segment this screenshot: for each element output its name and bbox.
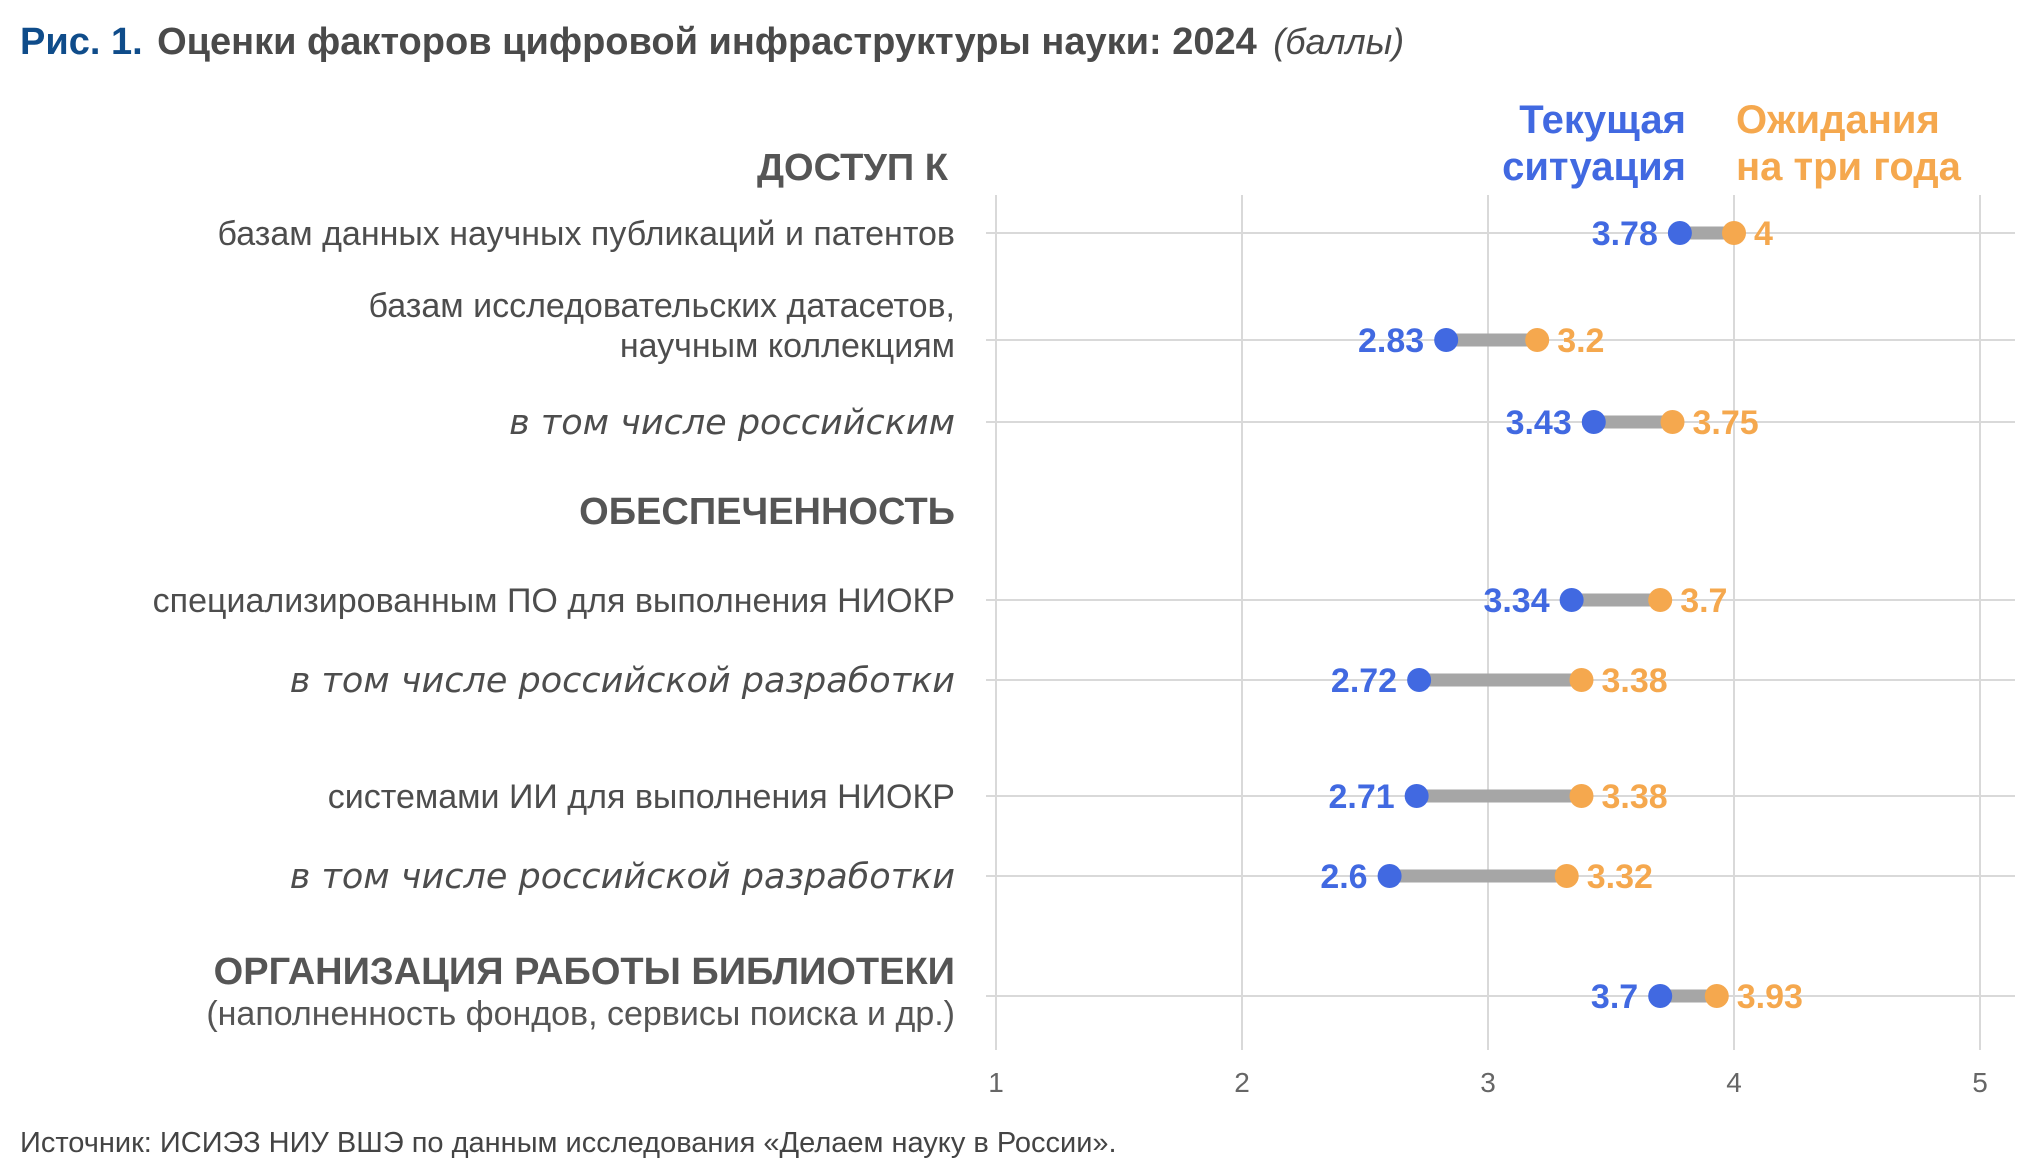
legend-expected-line1: Ожидания (1736, 98, 1940, 142)
point-expected (1722, 221, 1746, 245)
value-label-expected: 3.38 (1601, 662, 1667, 700)
legend-expected-line2: на три года (1736, 145, 1962, 189)
value-label-expected: 3.32 (1587, 858, 1653, 896)
row-label: системами ИИ для выполнения НИОКР (328, 778, 955, 816)
row-labels: базам данных научных публикаций и патент… (153, 215, 955, 897)
row-label: базам данных научных публикаций и патент… (218, 215, 955, 253)
row-label: в том числе российской разработки (290, 857, 955, 897)
value-label-expected: 3.75 (1693, 404, 1759, 442)
value-label-current: 2.72 (1331, 662, 1397, 700)
row-label: в том числе российским (509, 403, 955, 443)
row-label: научным коллекциям (620, 327, 955, 365)
figure-title-unit: (баллы) (1273, 21, 1404, 62)
point-current (1407, 668, 1432, 692)
point-current (1648, 984, 1673, 1008)
value-label-current: 3.7 (1591, 978, 1638, 1016)
source-note: Источник: ИСИЭЗ НИУ ВШЭ по данным исслед… (20, 1127, 1117, 1159)
x-tick-label: 2 (1234, 1067, 1250, 1098)
point-expected (1660, 410, 1685, 434)
point-current (1581, 410, 1606, 434)
section-library-subtitle: (наполненность фондов, сервисы поиска и … (206, 995, 955, 1033)
point-expected (1704, 984, 1729, 1008)
section-provision: ОБЕСПЕЧЕННОСТЬ (579, 491, 955, 533)
legend-current-line2: ситуация (1502, 145, 1686, 189)
value-label-expected: 4 (1754, 215, 1773, 253)
point-expected (1569, 784, 1594, 808)
point-expected (1569, 668, 1594, 692)
x-tick-label: 3 (1480, 1067, 1496, 1098)
point-current (1377, 864, 1402, 888)
point-current (1559, 588, 1584, 612)
legend-current-line1: Текущая (1519, 98, 1686, 142)
value-label-expected: 3.93 (1737, 978, 1803, 1016)
figure-number: Рис. 1. (20, 21, 143, 63)
row-label: специализированным ПО для выполнения НИО… (153, 582, 955, 620)
point-current (1434, 328, 1459, 352)
point-current (1667, 221, 1692, 245)
value-label-current: 2.71 (1328, 778, 1394, 816)
section-access: ДОСТУП К (757, 147, 949, 189)
x-tick-label: 1 (988, 1067, 1004, 1098)
value-label-expected: 3.38 (1601, 778, 1667, 816)
value-label-current: 3.78 (1592, 215, 1658, 253)
value-label-current: 2.6 (1320, 858, 1367, 896)
section-library: ОРГАНИЗАЦИЯ РАБОТЫ БИБЛИОТЕКИ (214, 951, 955, 993)
value-label-current: 2.83 (1358, 322, 1424, 360)
value-label-current: 3.34 (1483, 582, 1549, 620)
x-tick-label: 4 (1726, 1067, 1742, 1098)
point-expected (1525, 328, 1550, 352)
row-label: в том числе российской разработки (290, 661, 955, 701)
figure-title: Рис. 1. Оценки факторов цифровой инфраст… (20, 21, 1404, 63)
point-expected (1554, 864, 1579, 888)
value-label-current: 3.43 (1506, 404, 1572, 442)
value-label-expected: 3.2 (1557, 322, 1604, 360)
x-tick-label: 5 (1972, 1067, 1988, 1098)
point-current (1404, 784, 1429, 808)
point-expected (1648, 588, 1673, 612)
x-axis-ticks: 1 2 3 4 5 (988, 1067, 1988, 1098)
value-label-expected: 3.7 (1680, 582, 1727, 620)
grid (986, 195, 2015, 1050)
row-label: базам исследовательских датасетов, (369, 287, 955, 325)
data-marks: 3.78 4 2.83 3.2 3.43 3.75 3.34 3.7 2.72 3.38 2.71 3… (1320, 215, 1803, 1016)
figure-title-main: Оценки факторов цифровой инфраструктуры … (157, 21, 1257, 63)
